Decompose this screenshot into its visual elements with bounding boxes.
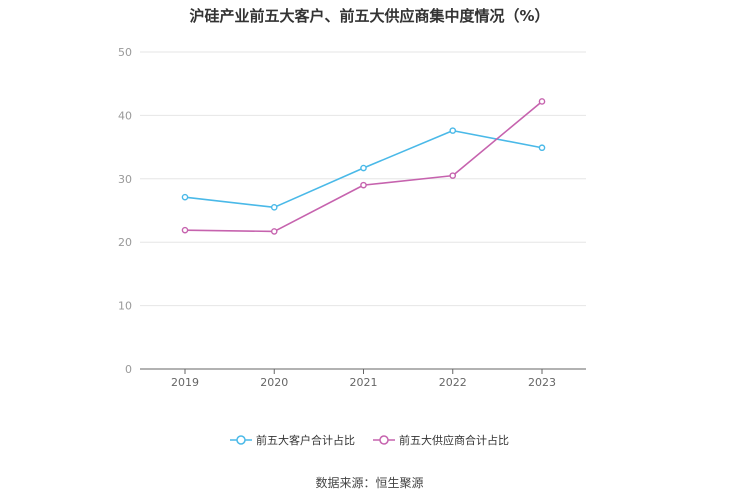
- axes: 0 10 20 30 40 50 2019 2020 2021 2022 2023: [118, 46, 586, 389]
- x-tick-label: 2021: [350, 376, 378, 389]
- y-tick-label: 10: [118, 300, 132, 313]
- legend: 前五大客户合计占比 前五大供应商合计占比: [0, 432, 739, 448]
- x-tick-label: 2022: [439, 376, 467, 389]
- legend-swatch-customers-icon: [230, 435, 252, 445]
- y-tick-label: 30: [118, 173, 132, 186]
- data-point-1: [360, 181, 367, 189]
- y-tick-label: 40: [118, 109, 132, 122]
- data-point-0: [360, 164, 367, 172]
- legend-swatch-suppliers-icon: [373, 435, 395, 445]
- source-note: 数据来源：恒生聚源: [315, 476, 424, 490]
- chart-title: 沪硅产业前五大客户、前五大供应商集中度情况（%）: [189, 7, 550, 25]
- legend-label-customers: 前五大客户合计占比: [256, 434, 355, 447]
- y-tick-label: 50: [118, 46, 132, 59]
- x-tick-label: 2020: [260, 376, 288, 389]
- data-point-1: [181, 226, 189, 234]
- legend-item-suppliers[interactable]: 前五大供应商合计占比: [373, 432, 509, 448]
- legend-label-suppliers: 前五大供应商合计占比: [399, 434, 509, 447]
- series-group: [181, 98, 546, 235]
- y-tick-label: 20: [118, 236, 132, 249]
- data-point-1: [449, 172, 457, 179]
- data-point-0: [538, 144, 546, 152]
- x-tick-label: 2023: [528, 376, 556, 389]
- data-point-1: [538, 98, 546, 105]
- x-tick-label: 2019: [171, 376, 199, 389]
- y-tick-label: 0: [125, 363, 132, 376]
- data-point-0: [449, 127, 457, 134]
- grid-lines: [140, 51, 586, 307]
- legend-item-customers[interactable]: 前五大客户合计占比: [230, 432, 355, 448]
- data-point-1: [270, 228, 278, 235]
- data-point-0: [270, 204, 278, 211]
- data-point-0: [181, 193, 189, 201]
